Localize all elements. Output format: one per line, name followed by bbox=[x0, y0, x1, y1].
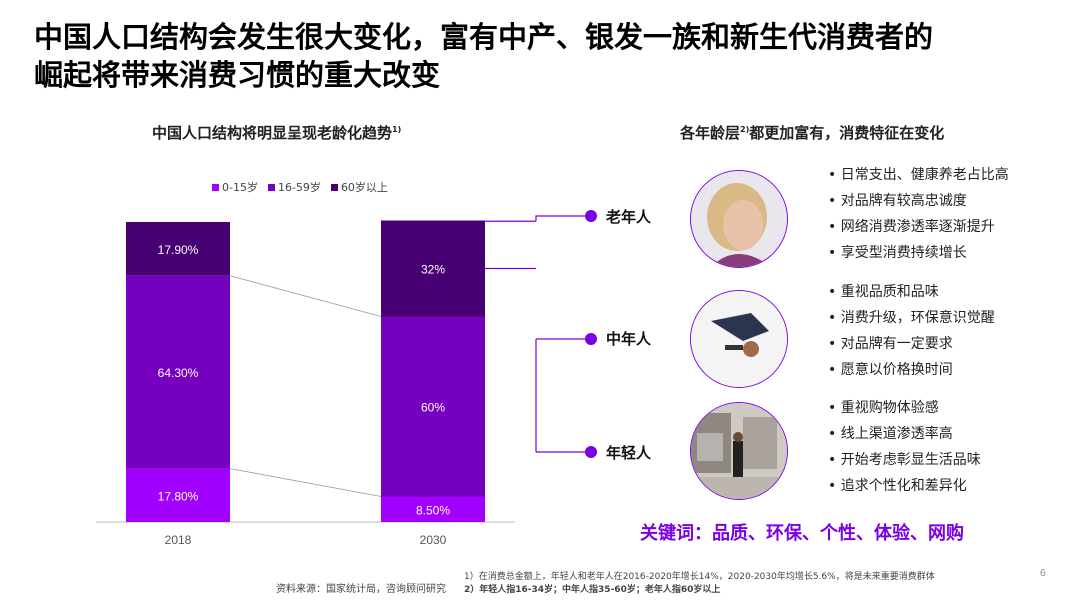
segments-heading-note: 2) bbox=[740, 125, 750, 134]
bracket-elderly bbox=[485, 215, 586, 222]
list-item: 消费升级，环保意识觉醒 bbox=[828, 305, 995, 331]
legend-swatch-old bbox=[330, 183, 338, 191]
keywords-line: 关键词：品质、环保、个性、体验、网购 bbox=[640, 523, 964, 544]
bullets-elderly: 日常支出、健康养老占比高 对品牌有较高忠诚度 网络消费渗透率逐渐提升 享受型消费… bbox=[828, 162, 1009, 266]
page-title: 中国人口结构会发生很大变化，富有中产、银发一族和新生代消费者的 崛起将带来消费习… bbox=[34, 18, 1014, 94]
bar-2030-middle bbox=[381, 316, 485, 497]
bar-2018-young bbox=[126, 468, 230, 522]
source-note: 资料来源：国家统计局，咨询顾问研究 bbox=[276, 584, 446, 595]
page-title-line1: 中国人口结构会发生很大变化，富有中产、银发一族和新生代消费者的 bbox=[34, 20, 934, 54]
page-title-line2: 崛起将带来消费习惯的重大改变 bbox=[34, 58, 441, 92]
data-label-2018-middle: 64.30% bbox=[158, 366, 199, 380]
legend-swatch-young bbox=[212, 183, 219, 191]
group-marker-dot bbox=[585, 333, 597, 345]
bar-2030-old bbox=[381, 220, 485, 317]
group-label-elderly: 老年人 bbox=[606, 208, 652, 226]
footnotes: 1）在消费总金额上，年轻人和老年人在2016-2020年增长14%，2020-2… bbox=[464, 571, 935, 597]
businessman-photo-icon bbox=[690, 290, 788, 388]
bullets-young: 重视购物体验感 线上渠道渗透率高 开始考虑彰显生活品味 追求个性化和差异化 bbox=[828, 395, 981, 499]
page-number: 6 bbox=[1040, 568, 1046, 579]
legend-label-middle: 16-59岁 bbox=[277, 181, 321, 194]
x-tick-label-2018: 2018 bbox=[165, 533, 192, 547]
list-item: 享受型消费持续增长 bbox=[828, 240, 1009, 266]
segments-heading: 各年龄层2)都更加富有，消费特征在变化 bbox=[680, 122, 944, 143]
list-item: 追求个性化和差异化 bbox=[828, 473, 981, 499]
list-item: 愿意以价格换时间 bbox=[828, 357, 995, 383]
connector-line bbox=[229, 468, 382, 497]
list-item: 对品牌有较高忠诚度 bbox=[828, 188, 1009, 214]
footnote-2: 2）年轻人指16-34岁；中年人指35-60岁；老年人指60岁以上 bbox=[464, 585, 721, 595]
legend-label-old: 60岁以上 bbox=[340, 181, 388, 194]
elderly-woman-photo-icon bbox=[690, 170, 788, 268]
legend-item-young: 0-15岁 bbox=[212, 179, 258, 195]
data-label-2030-old: 32% bbox=[421, 263, 445, 277]
segments-heading-post: 都更加富有，消费特征在变化 bbox=[749, 124, 945, 142]
bracket-middle-young bbox=[485, 267, 586, 453]
chart-heading: 中国人口结构将明显呈现老龄化趋势1) bbox=[152, 122, 401, 143]
legend-label-young: 0-15岁 bbox=[222, 181, 258, 194]
data-label-2018-young: 17.80% bbox=[158, 489, 199, 503]
shopping-street-photo-icon bbox=[690, 402, 788, 500]
data-label-2030-young: 8.50% bbox=[416, 503, 450, 517]
chart-legend: 0-15岁 16-59岁 60岁以上 bbox=[212, 179, 388, 195]
legend-swatch-middle bbox=[267, 183, 275, 191]
x-tick-label-2030: 2030 bbox=[420, 533, 447, 547]
legend-item-middle: 16-59岁 bbox=[267, 179, 321, 195]
bullets-middle-aged: 重视品质和品味 消费升级，环保意识觉醒 对品牌有一定要求 愿意以价格换时间 bbox=[828, 279, 995, 383]
list-item: 线上渠道渗透率高 bbox=[828, 421, 981, 447]
group-label-middle-aged: 中年人 bbox=[606, 330, 652, 348]
segments-heading-pre: 各年龄层 bbox=[680, 124, 741, 142]
legend-item-old: 60岁以上 bbox=[330, 179, 388, 195]
bar-2018-old bbox=[126, 222, 230, 276]
data-label-2018-old: 17.90% bbox=[158, 243, 199, 257]
connector-line bbox=[229, 275, 382, 317]
group-marker-dot bbox=[585, 210, 597, 222]
list-item: 开始考虑彰显生活品味 bbox=[828, 447, 981, 473]
list-item: 重视品质和品味 bbox=[828, 279, 995, 305]
chart-heading-note: 1) bbox=[392, 125, 402, 134]
footnote-1: 1）在消费总金额上，年轻人和老年人在2016-2020年增长14%，2020-2… bbox=[464, 572, 935, 582]
chart-heading-text: 中国人口结构将明显呈现老龄化趋势 bbox=[152, 124, 393, 142]
group-marker-dot bbox=[585, 446, 597, 458]
list-item: 网络消费渗透率逐渐提升 bbox=[828, 214, 1009, 240]
group-label-young: 年轻人 bbox=[606, 444, 652, 462]
data-label-2030-middle: 60% bbox=[421, 401, 445, 415]
list-item: 重视购物体验感 bbox=[828, 395, 981, 421]
list-item: 对品牌有一定要求 bbox=[828, 331, 995, 357]
bar-2018-middle bbox=[126, 275, 230, 469]
bar-2030-young bbox=[381, 496, 485, 522]
list-item: 日常支出、健康养老占比高 bbox=[828, 162, 1009, 188]
